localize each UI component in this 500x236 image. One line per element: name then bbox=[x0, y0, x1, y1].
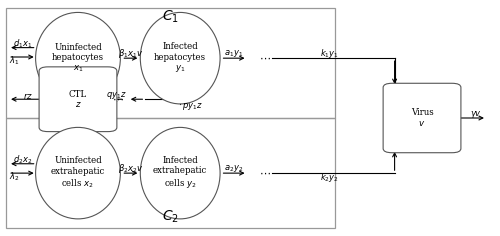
Ellipse shape bbox=[36, 127, 120, 219]
Text: $\beta_1 x_1 v$: $\beta_1 x_1 v$ bbox=[118, 47, 144, 60]
Text: $a_1y_1$: $a_1y_1$ bbox=[224, 48, 244, 59]
Text: $rz$: $rz$ bbox=[23, 91, 33, 101]
Text: $d_2x_2$: $d_2x_2$ bbox=[13, 153, 32, 166]
Text: $qy_1z$: $qy_1z$ bbox=[106, 90, 127, 101]
Text: $\lambda_1$: $\lambda_1$ bbox=[10, 55, 20, 67]
Text: Virus
$v$: Virus $v$ bbox=[410, 108, 434, 128]
Text: $\lambda_2$: $\lambda_2$ bbox=[10, 171, 20, 183]
Text: $a_2y_2$: $a_2y_2$ bbox=[224, 163, 244, 174]
Text: CTL
$z$: CTL $z$ bbox=[69, 89, 87, 109]
Text: $C_2$: $C_2$ bbox=[162, 208, 178, 225]
Text: $k_1y_1$: $k_1y_1$ bbox=[320, 47, 339, 60]
Text: Uninfected
extrahepatic
cells $x_2$: Uninfected extrahepatic cells $x_2$ bbox=[51, 156, 105, 190]
Text: Uninfected
hepatocytes
$x_1$: Uninfected hepatocytes $x_1$ bbox=[52, 42, 104, 74]
FancyBboxPatch shape bbox=[383, 83, 461, 153]
Text: $\cdots$: $\cdots$ bbox=[260, 53, 272, 63]
Text: $d_1x_1$: $d_1x_1$ bbox=[13, 37, 32, 50]
Text: $C_1$: $C_1$ bbox=[162, 9, 178, 25]
Ellipse shape bbox=[140, 13, 220, 104]
Ellipse shape bbox=[140, 127, 220, 219]
Text: $\gamma v$: $\gamma v$ bbox=[470, 109, 482, 120]
Text: $k_2y_2$: $k_2y_2$ bbox=[320, 171, 339, 184]
Text: $\beta_2 x_2 v$: $\beta_2 x_2 v$ bbox=[118, 162, 144, 175]
Text: $\cdots$: $\cdots$ bbox=[112, 94, 124, 104]
Text: Infected
hepatocytes
$y_1$: Infected hepatocytes $y_1$ bbox=[154, 42, 206, 74]
Text: $py_1z$: $py_1z$ bbox=[182, 101, 203, 112]
Text: $\cdots$: $\cdots$ bbox=[260, 168, 272, 178]
Text: Infected
extrahepatic
cells $y_2$: Infected extrahepatic cells $y_2$ bbox=[153, 156, 208, 190]
FancyBboxPatch shape bbox=[39, 67, 117, 132]
Ellipse shape bbox=[36, 13, 120, 104]
